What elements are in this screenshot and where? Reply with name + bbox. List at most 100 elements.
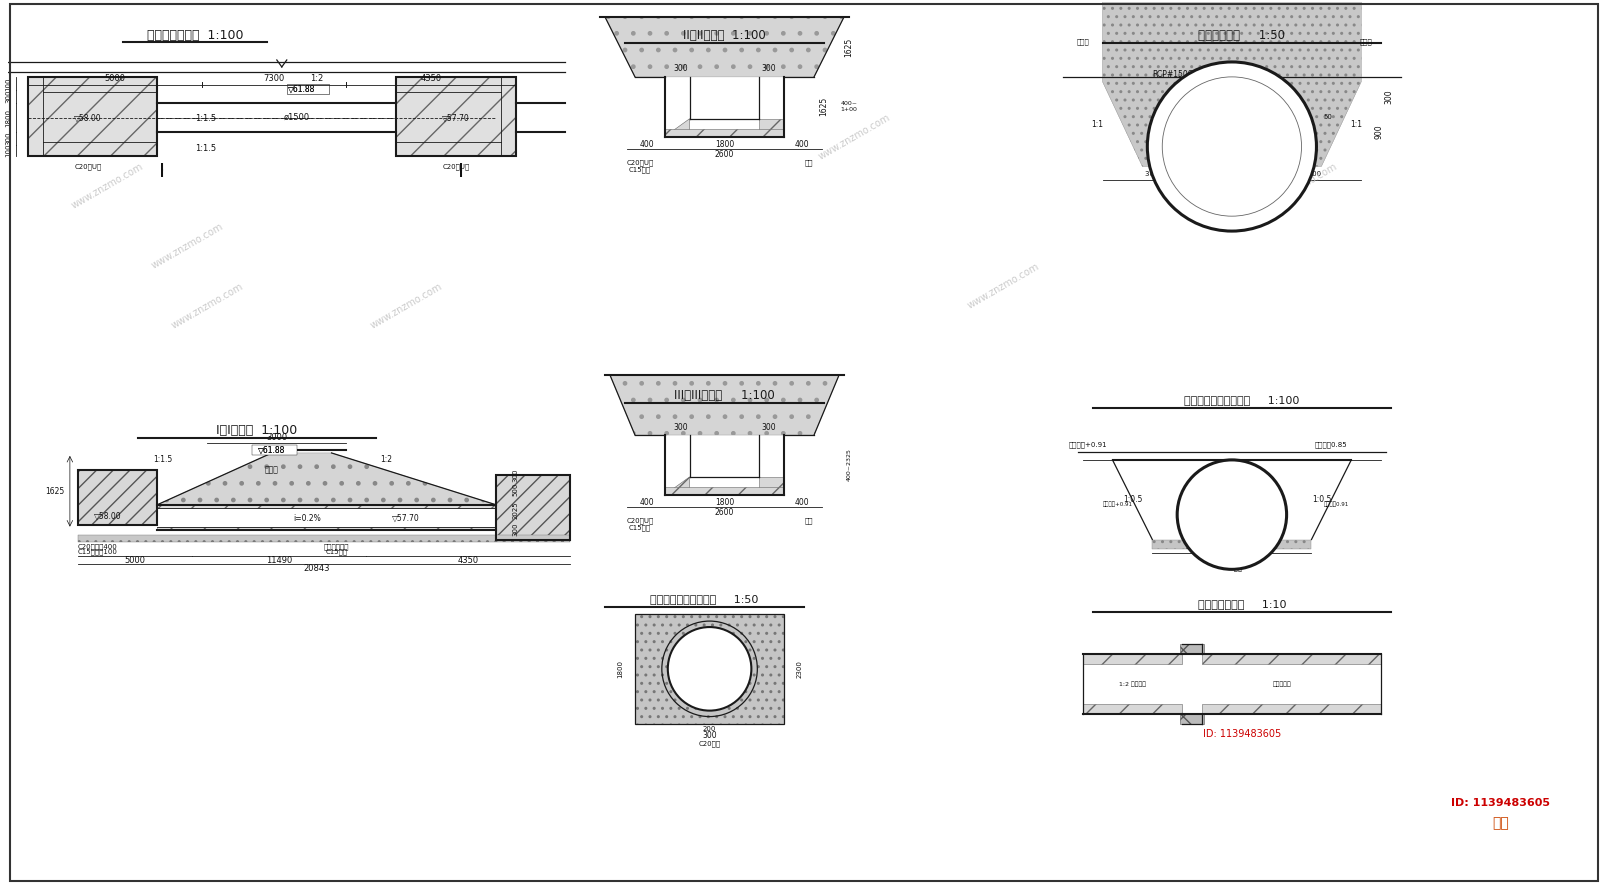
Text: 2025: 2025 [512, 502, 518, 519]
Text: 1800: 1800 [5, 109, 11, 127]
Text: 300: 300 [5, 132, 11, 145]
Text: C15垫层: C15垫层 [1221, 564, 1243, 571]
Text: I: I [160, 164, 165, 173]
Text: ▽61.88: ▽61.88 [288, 84, 315, 93]
Text: ▽61.88: ▽61.88 [258, 445, 285, 455]
Bar [397, 77, 515, 157]
Text: www.znzmo.com: www.znzmo.com [816, 112, 891, 161]
Polygon shape [1083, 704, 1182, 713]
Text: 知末: 知末 [1493, 816, 1509, 830]
Text: 路基顶面0.85: 路基顶面0.85 [1315, 442, 1347, 449]
Text: C20机垫层400: C20机垫层400 [78, 543, 118, 550]
Polygon shape [157, 527, 496, 529]
Text: 11490: 11490 [266, 556, 291, 565]
Text: 5000: 5000 [104, 74, 125, 83]
Text: www.znzmo.com: www.znzmo.com [70, 162, 146, 211]
Polygon shape [666, 477, 690, 495]
Bar [286, 84, 328, 94]
Text: 1800: 1800 [715, 498, 734, 507]
Polygon shape [666, 487, 784, 495]
Text: 1625: 1625 [819, 97, 829, 116]
Text: 橡胶密封圈: 橡胶密封圈 [1272, 681, 1291, 687]
Text: 1:2 水泥砂浆: 1:2 水泥砂浆 [1118, 681, 1146, 687]
Polygon shape [605, 17, 843, 77]
Text: 300: 300 [5, 89, 11, 103]
Text: C15垫层: C15垫层 [629, 166, 651, 173]
Text: 2400: 2400 [1222, 553, 1242, 562]
Text: 1625: 1625 [46, 487, 66, 496]
Text: C15垫层: C15垫层 [629, 524, 651, 531]
Bar [496, 475, 570, 540]
Text: 200: 200 [1186, 544, 1198, 550]
Text: ▽58.00: ▽58.00 [94, 512, 122, 521]
Polygon shape [760, 477, 784, 495]
Text: C20机槽: C20机槽 [699, 740, 720, 747]
Text: 300 50: 300 50 [1146, 172, 1170, 177]
Text: 200: 200 [1266, 544, 1278, 550]
Text: ▽ 水面线: ▽ 水面线 [1190, 68, 1213, 77]
Bar [635, 614, 784, 724]
Polygon shape [1202, 654, 1381, 664]
Text: 回填土: 回填土 [266, 466, 278, 474]
Text: III－III剖面图     1:100: III－III剖面图 1:100 [674, 389, 774, 402]
Text: 300: 300 [1384, 89, 1394, 104]
Text: ▽57.70: ▽57.70 [392, 514, 421, 523]
Text: 400~
1+00: 400~ 1+00 [840, 101, 858, 112]
Text: 回填土: 回填土 [1360, 39, 1373, 45]
Text: 300: 300 [512, 523, 518, 536]
Text: 预制管新面图     1:50: 预制管新面图 1:50 [1198, 28, 1285, 42]
Text: www.znzmo.com: www.znzmo.com [965, 261, 1042, 311]
Text: ▽58.00: ▽58.00 [74, 113, 102, 122]
Text: 路基顶面0.91: 路基顶面0.91 [1323, 502, 1349, 507]
Text: I－I剖面图  1:100: I－I剖面图 1:100 [216, 424, 298, 436]
Polygon shape [1102, 0, 1362, 166]
Polygon shape [1083, 654, 1182, 664]
Text: ID: 1139483605: ID: 1139483605 [1451, 798, 1550, 808]
Circle shape [1178, 460, 1286, 569]
Text: ▽61.88: ▽61.88 [288, 84, 315, 93]
Circle shape [1147, 62, 1317, 231]
Text: 路基顶面+0.91: 路基顶面+0.91 [1102, 502, 1133, 507]
Polygon shape [1181, 644, 1205, 654]
Text: 2600: 2600 [715, 508, 734, 517]
Text: I: I [459, 164, 462, 173]
Text: www.znzmo.com: www.znzmo.com [368, 281, 443, 330]
Text: I: I [160, 169, 165, 180]
Text: 1625: 1625 [845, 37, 853, 57]
Text: ▽61.88: ▽61.88 [258, 445, 285, 455]
Text: 7300: 7300 [264, 74, 285, 83]
Text: C15垫层: C15垫层 [325, 548, 347, 555]
Text: 400: 400 [640, 140, 654, 149]
Text: 1500: 1500 [1222, 170, 1242, 179]
Polygon shape [666, 119, 690, 136]
Text: 2600: 2600 [0, 108, 3, 127]
Bar [78, 470, 157, 525]
Text: 50: 50 [1323, 113, 1333, 119]
Text: 5000: 5000 [125, 556, 146, 565]
Text: 1800: 1800 [715, 140, 734, 149]
Text: 200: 200 [702, 726, 717, 732]
Text: 2600: 2600 [715, 150, 734, 159]
Text: 1:2: 1:2 [310, 74, 323, 83]
Text: 进填: 进填 [805, 518, 813, 524]
Polygon shape [78, 535, 570, 543]
Polygon shape [496, 475, 570, 540]
Text: I: I [459, 169, 462, 180]
Text: C20机U槽: C20机U槽 [626, 518, 653, 524]
Polygon shape [157, 453, 496, 504]
Text: 100: 100 [5, 143, 11, 158]
Text: 路基顶面+0.91: 路基顶面+0.91 [1069, 442, 1107, 449]
Text: www.znzmo.com: www.znzmo.com [1264, 162, 1339, 211]
Text: RCP#1500×2000: RCP#1500×2000 [1152, 71, 1219, 80]
Text: 400: 400 [640, 498, 654, 507]
Text: 150 300: 150 300 [1291, 172, 1322, 177]
Text: C20机U槽: C20机U槽 [74, 163, 101, 170]
Text: 20843: 20843 [304, 564, 330, 573]
Text: C15垫层厚100: C15垫层厚100 [78, 548, 118, 555]
Text: ▽57.70: ▽57.70 [442, 113, 470, 122]
Text: 1:1: 1:1 [1091, 120, 1104, 129]
Text: 300: 300 [512, 468, 518, 481]
Text: 进填: 进填 [805, 159, 813, 165]
Text: 3000: 3000 [266, 433, 288, 442]
Text: 300: 300 [674, 422, 688, 432]
